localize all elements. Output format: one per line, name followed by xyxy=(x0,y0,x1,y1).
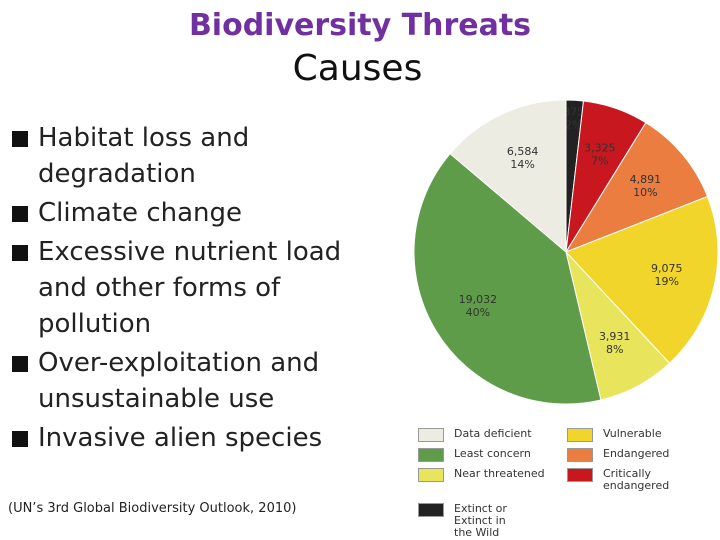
value-label: 3,931 xyxy=(599,330,631,343)
value-label: 875 xyxy=(563,105,584,118)
value-label: 9,075 xyxy=(651,262,683,275)
percent-label: 8% xyxy=(606,343,623,356)
percent-label: 10% xyxy=(633,186,657,199)
pie-slice xyxy=(565,195,719,364)
legend-item: Near threatened xyxy=(418,468,553,482)
legend-item: Vulnerable xyxy=(567,428,702,442)
percent-label: 14% xyxy=(510,158,534,171)
legend-label: Endangered xyxy=(603,447,670,460)
legend-swatch xyxy=(418,468,444,482)
legend-label: Critically endangered xyxy=(603,467,670,492)
pie-slice xyxy=(449,99,567,254)
percent-label: 40% xyxy=(466,306,490,319)
legend-item: Data deficient xyxy=(418,428,553,442)
legend-swatch xyxy=(567,448,593,462)
percent-label: 19% xyxy=(655,275,679,288)
value-label: 3,325 xyxy=(584,141,616,154)
legend-item: Endangered xyxy=(567,448,702,462)
percent-label: 7% xyxy=(591,154,608,167)
bullet: Invasive alien species xyxy=(8,420,353,456)
bullet: Over-exploitation and unsustainable use xyxy=(8,345,353,417)
legend-swatch xyxy=(418,448,444,462)
legend-item: Extinct or Extinct in the Wild xyxy=(418,503,523,539)
subtitle: Causes xyxy=(292,48,423,89)
bullet: Climate change xyxy=(8,195,353,231)
legend-swatch xyxy=(418,503,444,517)
value-label: 19,032 xyxy=(459,293,498,306)
legend-item: Critically endangered xyxy=(567,468,702,492)
percent-label: 2% xyxy=(565,118,582,131)
legend-label: Near threatened xyxy=(454,467,545,480)
value-label: 4,891 xyxy=(630,173,662,186)
bullet: Habitat loss and degradation xyxy=(8,120,353,192)
legend-label: Data deficient xyxy=(454,427,532,440)
bullet: Excessive nutrient load and other forms … xyxy=(8,234,353,342)
legend-item: Least concern xyxy=(418,448,553,462)
value-label: 6,584 xyxy=(507,145,539,158)
legend-label: Extinct or Extinct in the Wild xyxy=(454,502,507,539)
pie-slice xyxy=(413,152,602,405)
pie-slice xyxy=(564,121,709,254)
legend-swatch xyxy=(567,468,593,482)
source: (UN’s 3rd Global Biodiversity Outlook, 2… xyxy=(8,501,297,516)
legend-label: Least concern xyxy=(454,447,531,460)
bullet-list: Habitat loss and degradation Climate chan… xyxy=(8,120,353,459)
legend-swatch xyxy=(567,428,593,442)
title: Biodiversity Threats xyxy=(188,8,532,43)
legend-swatch xyxy=(418,428,444,442)
legend-label: Vulnerable xyxy=(603,427,662,440)
